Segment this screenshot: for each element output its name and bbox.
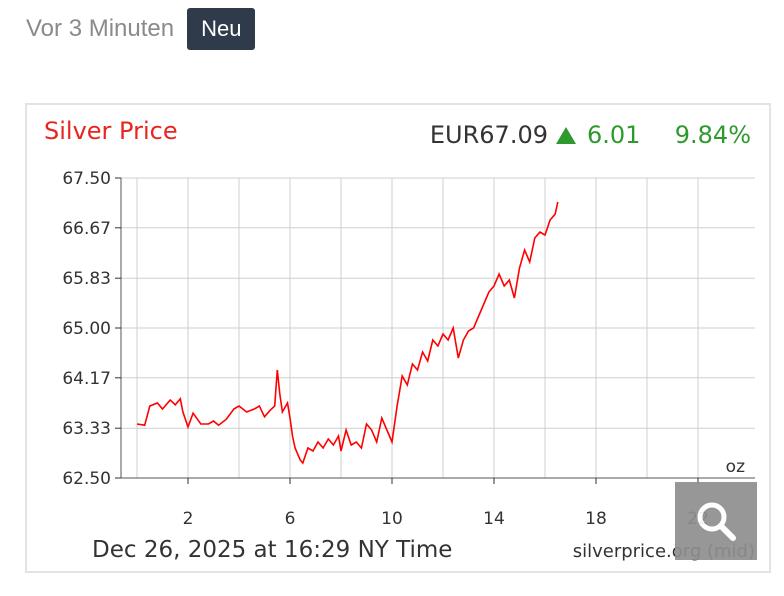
price-line: [136, 201, 559, 465]
time-ago: Vor 3 Minuten: [26, 15, 175, 42]
y-tick-label: 65.83: [62, 269, 111, 289]
chart-timestamp: Dec 26, 2025 at 16:29 NY Time: [92, 537, 452, 563]
current-price: EUR67.09: [430, 121, 548, 149]
price-change-percent: 9.84%: [675, 121, 751, 149]
chart-grid: [121, 177, 755, 479]
x-tick-label: 2: [183, 509, 194, 529]
x-tick-label: 6: [285, 509, 296, 529]
x-tick-label: 14: [483, 509, 505, 529]
chart-title: Silver Price: [44, 117, 178, 145]
post-meta: Vor 3 Minuten Neu: [26, 8, 256, 50]
y-tick-label: 65.00: [62, 319, 111, 339]
x-tick-label: 18: [585, 509, 607, 529]
search-icon: [697, 502, 736, 541]
y-tick-label: 67.50: [62, 169, 111, 189]
new-badge: Neu: [187, 8, 256, 50]
y-tick-label: 62.50: [62, 469, 111, 489]
unit-label: oz: [726, 457, 745, 477]
zoom-button[interactable]: [675, 482, 757, 560]
x-axis-ticks: 2610141822: [183, 478, 709, 529]
y-tick-label: 64.17: [62, 369, 111, 389]
y-axis-ticks: 62.50 63.33 64.17 65.00 65.83 66.67 67.50: [62, 169, 121, 489]
price-change: 6.01: [587, 121, 640, 149]
y-tick-label: 66.67: [62, 219, 111, 239]
y-tick-label: 63.33: [62, 419, 111, 439]
x-tick-label: 10: [381, 509, 403, 529]
triangle-up-icon: [556, 127, 576, 144]
